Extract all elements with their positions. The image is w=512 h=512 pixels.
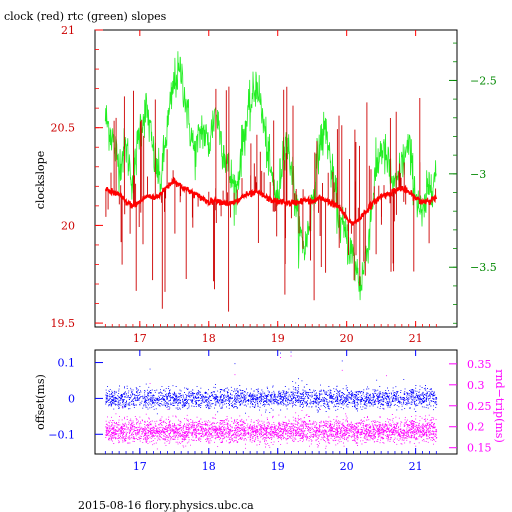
chart-title: clock (red) rtc (green) slopes xyxy=(4,10,167,23)
bottom-xtick-label: 19 xyxy=(271,460,285,473)
top-left-ytick-label: 21 xyxy=(61,24,75,37)
bottom-right-ylabel: rnd−trip(ms) xyxy=(493,369,506,443)
bottom-right-ytick-label: 0.2 xyxy=(467,421,485,434)
top-xtick-label: 18 xyxy=(202,332,216,345)
top-plot-area xyxy=(104,51,438,312)
top-axes: 17 18 19 20 21 19.5 20 20.5 21 −3.5 −3 −2.5 xyxy=(51,24,497,345)
top-left-ytick-label: 19.5 xyxy=(51,317,76,330)
bottom-right-ytick-label: 0.15 xyxy=(467,442,492,455)
top-left-ytick-label: 20 xyxy=(61,219,75,232)
clock-slope-line xyxy=(104,176,438,226)
top-xtick-label: 20 xyxy=(340,332,354,345)
top-right-ytick-label: −3 xyxy=(470,168,486,181)
bottom-xtick-label: 21 xyxy=(409,460,423,473)
top-xtick-label: 19 xyxy=(271,332,285,345)
bottom-axes: 17 18 19 20 21 −0.1 0 0.1 0.15 0.2 0.25 0.3 0.35 xyxy=(48,350,492,473)
bottom-right-ytick-label: 0.25 xyxy=(467,400,492,413)
top-right-ytick-label: −2.5 xyxy=(470,74,497,87)
bottom-left-ylabel: offset(ms) xyxy=(34,374,47,430)
bottom-plot-frame xyxy=(94,349,458,455)
offset-points xyxy=(105,351,438,415)
rtc-slope-line xyxy=(104,51,437,301)
clock-slope-spikes xyxy=(105,86,437,312)
bottom-xtick-label: 18 xyxy=(202,460,216,473)
top-left-ytick-label: 20.5 xyxy=(51,122,76,135)
bottom-left-ytick-label: −0.1 xyxy=(48,428,75,441)
bottom-xtick-label: 20 xyxy=(340,460,354,473)
top-xtick-label: 17 xyxy=(133,332,147,345)
roundtrip-points xyxy=(105,355,438,450)
footer-label: 2015-08-16 flory.physics.ubc.ca xyxy=(78,499,254,512)
bottom-right-ytick-label: 0.35 xyxy=(467,358,492,371)
top-left-ylabel: clockslope xyxy=(34,151,47,209)
bottom-plot-area xyxy=(105,351,438,450)
bottom-right-ytick-label: 0.3 xyxy=(467,379,485,392)
bottom-left-ytick-label: 0.1 xyxy=(58,357,76,370)
bottom-left-ytick-label: 0 xyxy=(68,392,75,405)
top-plot-frame xyxy=(94,29,458,328)
top-right-ytick-label: −3.5 xyxy=(470,261,497,274)
top-xtick-label: 21 xyxy=(409,332,423,345)
bottom-xtick-label: 17 xyxy=(133,460,147,473)
